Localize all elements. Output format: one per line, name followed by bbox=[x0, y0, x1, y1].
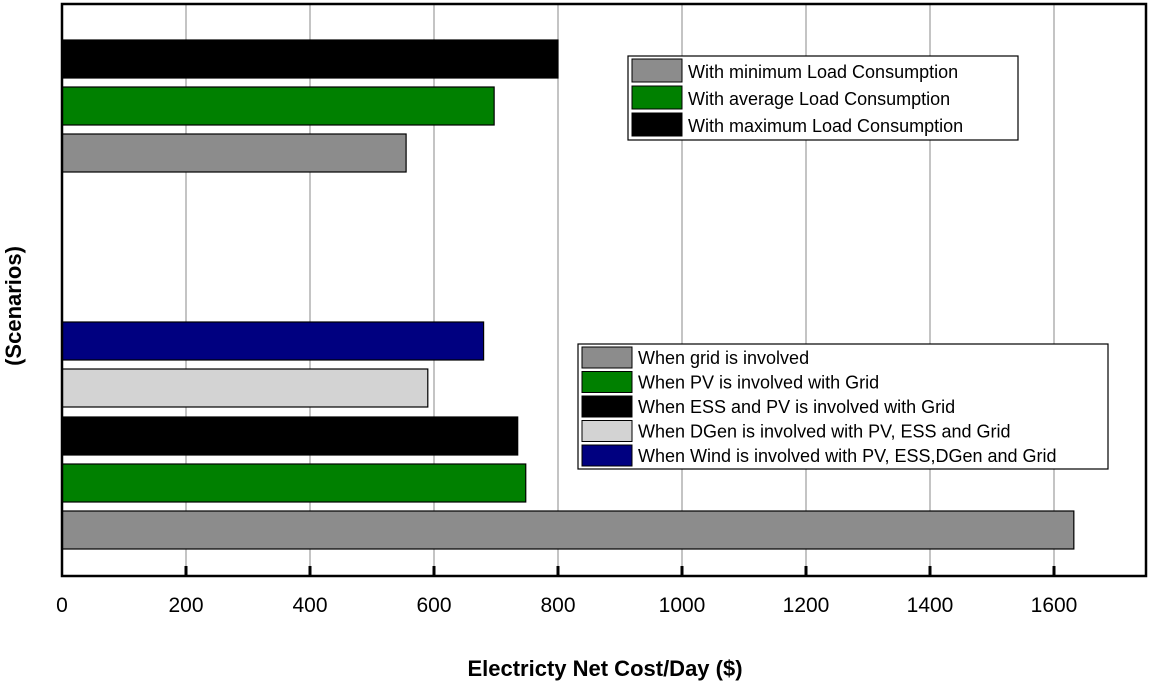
legend-label: When DGen is involved with PV, ESS and G… bbox=[638, 422, 1011, 442]
x-tick-label: 800 bbox=[540, 594, 575, 617]
legend-swatch bbox=[581, 395, 633, 418]
x-tick-label: 200 bbox=[168, 594, 203, 617]
x-axis-title: Electricty Net Cost/Day ($) bbox=[467, 656, 742, 681]
legend-label: When PV is involved with Grid bbox=[638, 373, 879, 393]
legend-swatch bbox=[581, 444, 633, 467]
bar-when-grid-is-involved bbox=[61, 510, 1075, 550]
bars bbox=[61, 39, 1075, 550]
x-axis-ticks: 0 200 400 600 800 1000 1200 1400 1600 bbox=[56, 566, 1077, 617]
x-tick-label: 1200 bbox=[783, 594, 830, 617]
legends: With minimum Load Consumption With averag… bbox=[577, 55, 1109, 470]
legend-box bbox=[627, 55, 1019, 141]
legend-label: When grid is involved bbox=[638, 348, 809, 368]
legend-box bbox=[577, 343, 1109, 470]
bar-with-average-load-consumption bbox=[61, 86, 495, 126]
legend-swatch bbox=[581, 420, 633, 442]
legend-swatch bbox=[581, 371, 633, 393]
legend-swatch bbox=[631, 112, 683, 137]
legend-label: With maximum Load Consumption bbox=[688, 116, 963, 136]
x-tick-label: 400 bbox=[292, 594, 327, 617]
bar-with-minimum-load-consumption bbox=[61, 133, 407, 173]
plot-frame bbox=[60, 2, 1148, 578]
legend-2: When grid is involved When PV is involved… bbox=[577, 343, 1109, 470]
legend-swatch bbox=[631, 58, 683, 83]
x-tick-label: 0 bbox=[56, 594, 68, 617]
legend-1: With minimum Load Consumption With averag… bbox=[627, 55, 1019, 141]
legend-label: When Wind is involved with PV, ESS,DGen … bbox=[638, 446, 1057, 466]
bar-when-pv-is-involved-with-grid bbox=[61, 463, 527, 503]
bar-when-wind-is-involved-with-pv-ess-dgen-and-grid bbox=[61, 321, 485, 361]
legend-label: With average Load Consumption bbox=[688, 89, 950, 109]
legend-swatch bbox=[581, 346, 633, 369]
bar-with-maximum-load-consumption bbox=[61, 39, 559, 79]
x-tick-label: 1400 bbox=[907, 594, 954, 617]
x-tick-label: 1000 bbox=[659, 594, 706, 617]
bar-when-ess-and-pv-is-involved-with-grid bbox=[61, 416, 519, 456]
legend-label: When ESS and PV is involved with Grid bbox=[638, 397, 955, 417]
y-axis-title: (Scenarios) bbox=[1, 246, 26, 366]
x-tick-label: 1600 bbox=[1031, 594, 1078, 617]
x-tick-label: 600 bbox=[416, 594, 451, 617]
legend-label: With minimum Load Consumption bbox=[688, 62, 958, 82]
legend-swatch bbox=[631, 85, 683, 110]
bar-when-dgen-is-involved-with-pv-ess-and-grid bbox=[61, 368, 429, 408]
